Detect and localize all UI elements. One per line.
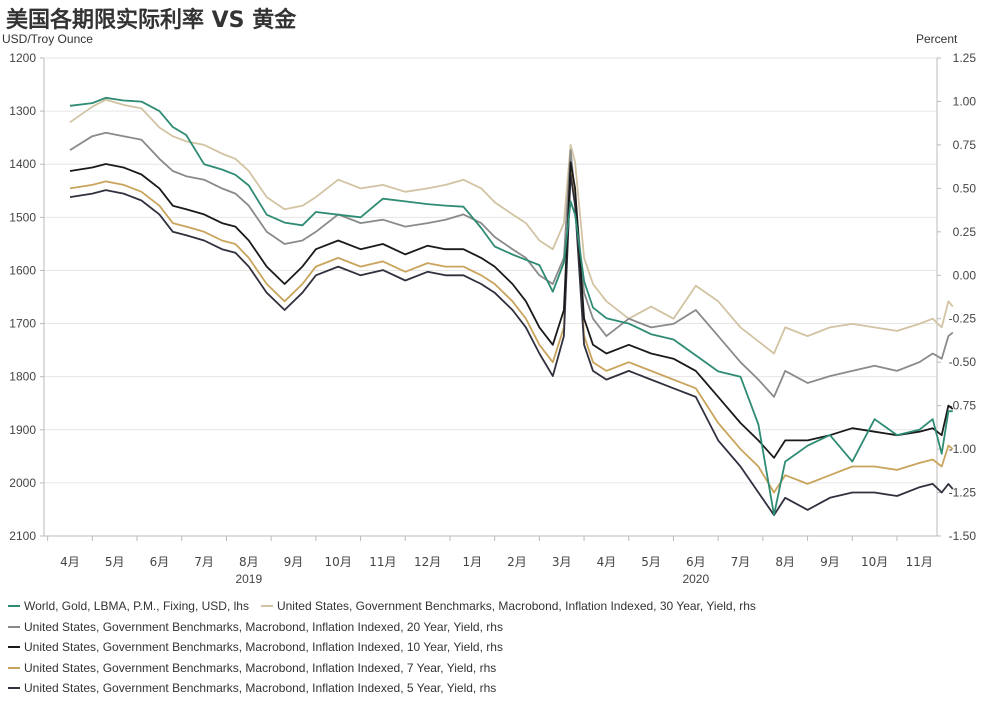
legend-item-20y: United States, Government Benchmarks, Ma… [8, 620, 503, 634]
series-line-0 [69, 96, 953, 516]
x-month-label: 9月 [284, 555, 304, 569]
legend-swatch-20y [8, 625, 20, 628]
legend-row: World, Gold, LBMA, P.M., Fixing, USD, lh… [8, 596, 968, 617]
x-month-label: 7月 [731, 555, 751, 569]
legend-swatch-30y [260, 605, 273, 608]
x-month-label: 11月 [906, 555, 933, 569]
x-month-label: 8月 [775, 555, 795, 569]
x-month-label: 3月 [552, 555, 572, 569]
legend-label-gold: World, Gold, LBMA, P.M., Fixing, USD, lh… [24, 599, 249, 614]
x-month-label: 10月 [861, 555, 888, 569]
chart-title: 美国各期限实际利率 VS 黄金 [6, 8, 297, 33]
series-line-5 [69, 173, 954, 516]
legend-item-30y: United States, Government Benchmarks, Ma… [260, 599, 756, 614]
left-tick-label: 2100 [9, 529, 36, 543]
legend-swatch-5y [8, 687, 20, 690]
series-line-4 [69, 170, 954, 494]
x-month-label: 7月 [194, 555, 214, 569]
right-tick-label: -0.25 [949, 312, 977, 326]
x-month-label: 12月 [414, 555, 441, 569]
series-line-2 [69, 131, 954, 398]
right-tick-label: 0.00 [953, 268, 977, 282]
right-tick-label: 0.75 [953, 138, 977, 152]
x-month-label: 5月 [105, 555, 125, 569]
x-month-label: 2月 [507, 555, 527, 569]
right-tick-label: 0.25 [953, 225, 977, 239]
series-line-3 [69, 161, 954, 459]
x-month-label: 11月 [369, 555, 396, 569]
left-tick-label: 1500 [9, 210, 36, 224]
right-tick-label: -0.50 [949, 355, 977, 369]
x-month-label: 4月 [60, 555, 80, 569]
left-tick-label: 1900 [9, 423, 36, 437]
legend-label-10y: United States, Government Benchmarks, Ma… [24, 640, 503, 655]
legend-row: United States, Government Benchmarks, Ma… [8, 637, 968, 658]
x-month-label: 9月 [820, 555, 840, 569]
left-tick-label: 2000 [9, 476, 36, 490]
legend-item-10y: United States, Government Benchmarks, Ma… [8, 640, 503, 654]
right-tick-label: 1.00 [953, 94, 977, 108]
left-tick-label: 1600 [9, 263, 36, 277]
left-tick-label: 1300 [9, 104, 36, 118]
legend-label-30y: United States, Government Benchmarks, Ma… [276, 599, 756, 614]
legend-label-7y: United States, Government Benchmarks, Ma… [24, 660, 497, 675]
legend-item-7y: United States, Government Benchmarks, Ma… [8, 661, 496, 675]
legend-swatch-10y [8, 646, 20, 649]
series-line-1 [69, 98, 954, 355]
right-tick-label: 0.50 [953, 181, 977, 195]
line-chart: 1200 1300 1400 1500 1600 1700 1800 1900 2000 2100… [9, 51, 977, 586]
legend-label-20y: United States, Government Benchmarks, Ma… [24, 619, 503, 634]
x-month-label: 1月 [462, 555, 482, 569]
legend-item-5y: United States, Government Benchmarks, Ma… [8, 681, 496, 695]
legend-row: United States, Government Benchmarks, Ma… [8, 617, 968, 638]
x-month-label: 6月 [150, 555, 170, 569]
right-axis-unit: Percent [916, 32, 958, 46]
right-tick-label: 1.25 [953, 51, 977, 65]
legend-swatch-7y [8, 666, 20, 669]
left-tick-label: 1200 [9, 51, 36, 65]
legend-item-gold: World, Gold, LBMA, P.M., Fixing, USD, lh… [8, 599, 249, 613]
legend-swatch-gold [8, 605, 20, 608]
left-tick-label: 1700 [9, 317, 36, 331]
x-month-label: 10月 [325, 555, 352, 569]
x-year-label: 2019 [235, 572, 262, 586]
x-month-label: 8月 [239, 555, 259, 569]
x-year-label: 2020 [682, 572, 709, 586]
x-month-label: 6月 [686, 555, 706, 569]
right-tick-label: -0.75 [949, 399, 977, 413]
left-axis-unit: USD/Troy Ounce [2, 32, 93, 46]
x-month-label: 4月 [597, 555, 617, 569]
legend: World, Gold, LBMA, P.M., Fixing, USD, lh… [8, 596, 968, 699]
left-tick-label: 1400 [9, 157, 36, 171]
right-tick-label: -1.00 [949, 442, 977, 456]
legend-row: United States, Government Benchmarks, Ma… [8, 658, 968, 679]
right-tick-label: -1.25 [949, 486, 977, 500]
left-tick-label: 1800 [9, 370, 36, 384]
right-tick-label: -1.50 [949, 529, 977, 543]
legend-label-5y: United States, Government Benchmarks, Ma… [24, 681, 497, 696]
x-month-label: 5月 [641, 555, 661, 569]
legend-row: United States, Government Benchmarks, Ma… [8, 678, 968, 699]
